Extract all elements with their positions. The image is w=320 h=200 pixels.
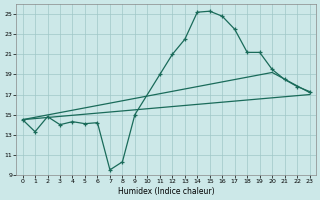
X-axis label: Humidex (Indice chaleur): Humidex (Indice chaleur)	[118, 187, 214, 196]
